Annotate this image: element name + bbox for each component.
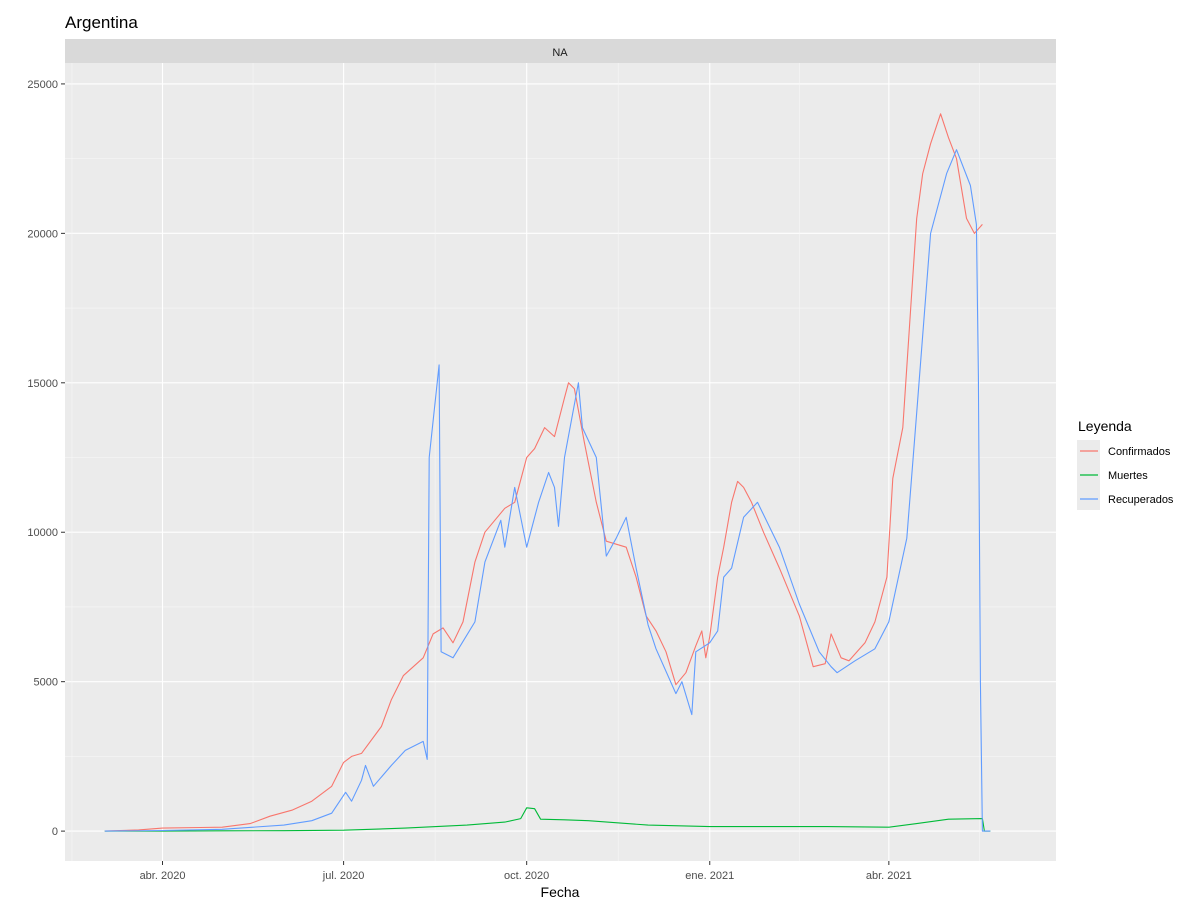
plot-panel (65, 63, 1056, 861)
y-tick-label: 25000 (27, 79, 58, 91)
legend-label-muertes: Muertes (1108, 470, 1148, 482)
x-tick-label: jul. 2020 (322, 870, 365, 882)
series-line-recuperados (104, 149, 991, 832)
series-line-confirmados (104, 113, 983, 832)
x-tick-label: abr. 2021 (866, 870, 912, 882)
series-lines (104, 113, 991, 832)
series-line-muertes (104, 807, 991, 832)
grid-lines (65, 63, 1056, 861)
legend: Leyenda Confirmados Muertes Recuperados (1077, 418, 1174, 510)
x-tick-label: abr. 2020 (140, 870, 186, 882)
x-tick-label: oct. 2020 (504, 870, 549, 882)
x-tick-label: ene. 2021 (685, 870, 734, 882)
legend-title: Leyenda (1078, 418, 1132, 434)
y-tick-label: 10000 (27, 527, 58, 539)
y-tick-label: 20000 (27, 228, 58, 240)
x-axis: abr. 2020 jul. 2020 oct. 2020 ene. 2021 abr.… (140, 861, 912, 882)
facet-label: NA (552, 47, 568, 59)
legend-label-confirmados: Confirmados (1108, 446, 1171, 458)
legend-label-recuperados: Recuperados (1108, 494, 1174, 506)
chart-title: Argentina (65, 13, 138, 32)
y-tick-label: 15000 (27, 378, 58, 390)
facet-strip (65, 39, 1056, 63)
y-axis: 0 5000 10000 15000 20000 25000 (27, 79, 65, 838)
y-tick-label: 0 (52, 826, 58, 838)
y-tick-label: 5000 (34, 677, 58, 689)
x-axis-title: Fecha (541, 884, 580, 898)
